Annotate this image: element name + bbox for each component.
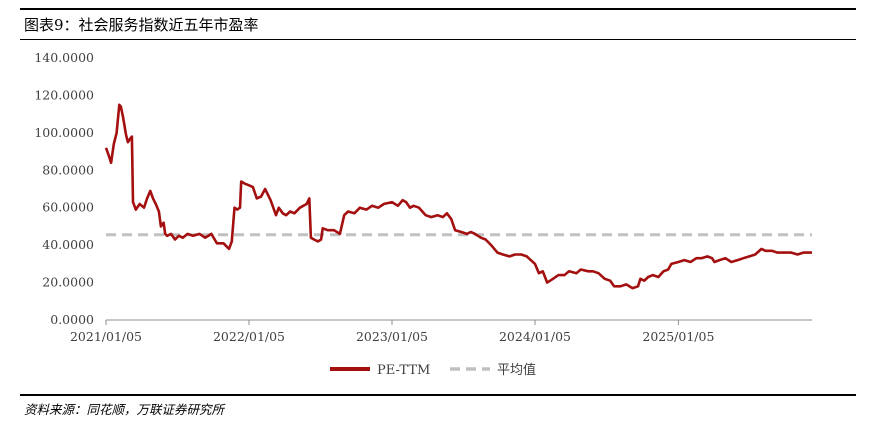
y-tick-label: 120.0000 xyxy=(34,87,94,102)
figure-title: 图表9：社会服务指数近五年市盈率 xyxy=(24,16,259,34)
x-tick-label: 2024/01/05 xyxy=(499,329,571,344)
x-tick-label: 2022/01/05 xyxy=(213,329,285,344)
top-rule xyxy=(20,8,856,10)
y-tick-label: 60.0000 xyxy=(42,200,94,215)
x-tick-label: 2025/01/05 xyxy=(642,329,714,344)
x-tick-label: 2021/01/05 xyxy=(70,329,142,344)
y-tick-label: 100.0000 xyxy=(34,125,94,140)
legend-average-label: 平均值 xyxy=(497,362,536,378)
y-tick-label: 40.0000 xyxy=(42,237,94,252)
x-tick-label: 2023/01/05 xyxy=(356,329,428,344)
y-tick-label: 80.0000 xyxy=(42,162,94,177)
pe-ttm-line xyxy=(104,103,812,290)
y-tick-label: 140.0000 xyxy=(34,50,94,65)
source-note: 资料来源：同花顺，万联证券研究所 xyxy=(24,402,225,417)
y-tick-label: 0.0000 xyxy=(50,312,94,327)
legend-pe-ttm-label: PE-TTM xyxy=(377,363,430,378)
bottom-rule xyxy=(20,394,856,396)
title-rule xyxy=(20,39,856,40)
y-tick-label: 20.0000 xyxy=(42,275,94,290)
